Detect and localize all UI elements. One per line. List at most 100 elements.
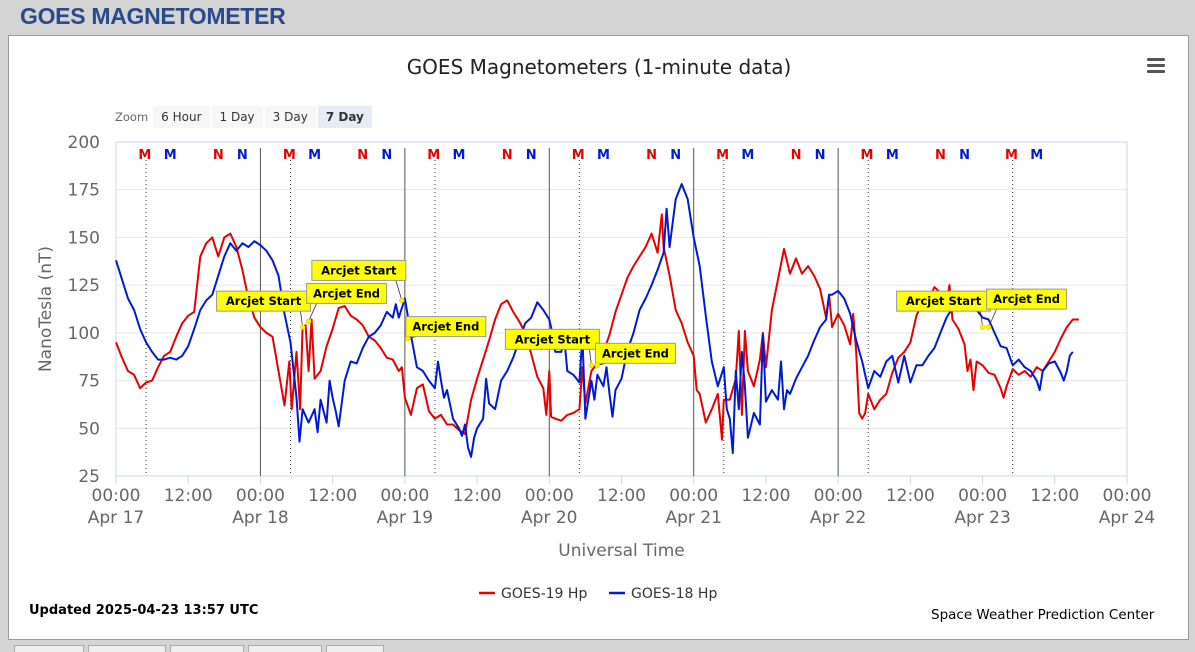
bottom-tab-strip (0, 642, 1195, 650)
local-time-marker: M (861, 148, 874, 163)
annotation-label: Arcjet Start (321, 263, 397, 277)
x-tick-time-label: 12:00 (886, 486, 935, 506)
tab-stub[interactable] (88, 645, 166, 652)
local-time-marker: N (646, 148, 657, 163)
y-tick-label: 50 (78, 419, 100, 439)
local-time-marker: M (716, 148, 729, 163)
local-time-marker: N (935, 148, 946, 163)
x-tick-date-label: Apr 21 (665, 508, 721, 528)
y-tick-label: 25 (78, 467, 100, 487)
local-time-marker: M (138, 148, 151, 163)
local-time-marker: N (670, 148, 681, 163)
x-tick-time-label: 12:00 (1030, 486, 1079, 506)
x-tick-date-label: Apr 20 (521, 508, 577, 528)
y-axis-title: NanoTesla (nT) (36, 246, 56, 372)
x-axis-title: Universal Time (558, 541, 684, 561)
tab-stub[interactable] (14, 645, 84, 652)
x-tick-date-label: Apr 19 (377, 508, 433, 528)
updated-timestamp: Updated 2025-04-23 13:57 UTC (29, 603, 259, 618)
legend-entry: GOES-19 Hp (501, 586, 587, 602)
local-time-marker: N (357, 148, 368, 163)
annotation-box (306, 282, 388, 304)
x-tick-time-label: 12:00 (597, 486, 646, 506)
annotation-box (405, 316, 487, 338)
local-time-marker: M (164, 148, 177, 163)
series-line-goes-18 (115, 183, 1074, 458)
x-tick-time-label: 00:00 (92, 486, 141, 506)
x-tick-time-label: 00:00 (1103, 486, 1152, 506)
annotation-label: Arcjet End (602, 346, 669, 360)
x-tick-time-label: 12:00 (164, 486, 213, 506)
tab-stub[interactable] (248, 645, 322, 652)
local-time-marker: M (886, 148, 899, 163)
page-title: GOES MAGNETOMETER (20, 3, 286, 29)
local-time-marker: N (502, 148, 513, 163)
x-tick-time-label: 00:00 (525, 486, 574, 506)
legend-entry: GOES-18 Hp (631, 586, 717, 602)
local-time-marker: M (427, 148, 440, 163)
zoom-3-day-button[interactable]: 3 Day (264, 106, 316, 128)
y-tick-label: 125 (68, 276, 100, 296)
local-time-marker: N (526, 148, 537, 163)
x-tick-date-label: Apr 17 (88, 508, 144, 528)
y-tick-label: 175 (68, 181, 100, 201)
x-tick-time-label: 00:00 (380, 486, 429, 506)
annotation-label: Arcjet End (993, 292, 1060, 306)
local-time-marker: M (453, 148, 466, 163)
local-time-marker: N (791, 148, 802, 163)
x-tick-date-label: Apr 24 (1099, 508, 1155, 528)
annotation-connector (988, 308, 997, 328)
x-tick-date-label: Apr 23 (954, 508, 1010, 528)
annotation-box (986, 288, 1068, 310)
local-time-marker: M (283, 148, 296, 163)
x-tick-time-label: 12:00 (453, 486, 502, 506)
tab-stub[interactable] (326, 645, 384, 652)
annotation-point (399, 297, 405, 304)
local-time-marker: M (597, 148, 610, 163)
y-tick-label: 200 (68, 133, 100, 153)
zoom-1-day-button[interactable]: 1 Day (211, 106, 263, 128)
credit-text: Space Weather Prediction Center (931, 607, 1155, 623)
zoom-6-hour-button[interactable]: 6 Hour (153, 106, 210, 128)
annotation-box (504, 328, 600, 350)
x-tick-time-label: 00:00 (958, 486, 1007, 506)
annotation-label: Arcjet End (313, 286, 380, 300)
annotation-point (299, 324, 306, 330)
chart-panel: GOES Magnetometers (1-minute data) 25 50 7… (8, 35, 1189, 640)
annotation-label: Arcjet Start (226, 294, 302, 308)
annotation-point (985, 324, 992, 330)
zoom-controls: Zoom 6 Hour 1 Day 3 Day 7 Day (115, 105, 374, 129)
tab-stub[interactable] (170, 645, 244, 652)
y-tick-label: 75 (78, 372, 100, 392)
annotation-label: Arcjet Start (515, 332, 591, 346)
annotation-point (305, 318, 312, 325)
annotation-label: Arcjet Start (906, 294, 982, 308)
annotation-point (979, 324, 986, 330)
x-tick-date-label: Apr 22 (810, 508, 866, 528)
x-tick-time-label: 00:00 (669, 486, 718, 506)
annotation-label: Arcjet End (412, 320, 479, 334)
annotation-point (594, 362, 601, 369)
annotation-point (405, 335, 411, 342)
annotation-connector (395, 280, 403, 301)
local-time-marker: M (572, 148, 585, 163)
x-tick-date-label: Apr 18 (232, 508, 288, 528)
y-tick-label: 150 (68, 228, 100, 248)
local-time-marker: M (741, 148, 754, 163)
x-tick-time-label: 12:00 (741, 486, 790, 506)
y-tick-label: 100 (68, 324, 100, 344)
annotation-point (588, 362, 595, 369)
local-time-marker: N (237, 148, 248, 163)
hamburger-menu-icon[interactable] (1147, 58, 1165, 74)
annotation-box (594, 342, 676, 364)
x-tick-time-label: 00:00 (814, 486, 863, 506)
zoom-label: Zoom (115, 110, 149, 124)
x-tick-time-label: 00:00 (236, 486, 285, 506)
annotation-connector (308, 303, 317, 322)
local-time-marker: N (381, 148, 392, 163)
local-time-marker: M (1005, 148, 1018, 163)
zoom-7-day-button[interactable]: 7 Day (317, 106, 372, 128)
chart-title: GOES Magnetometers (1-minute data) (407, 55, 792, 79)
local-time-marker: N (213, 148, 224, 163)
local-time-marker: M (1030, 148, 1043, 163)
